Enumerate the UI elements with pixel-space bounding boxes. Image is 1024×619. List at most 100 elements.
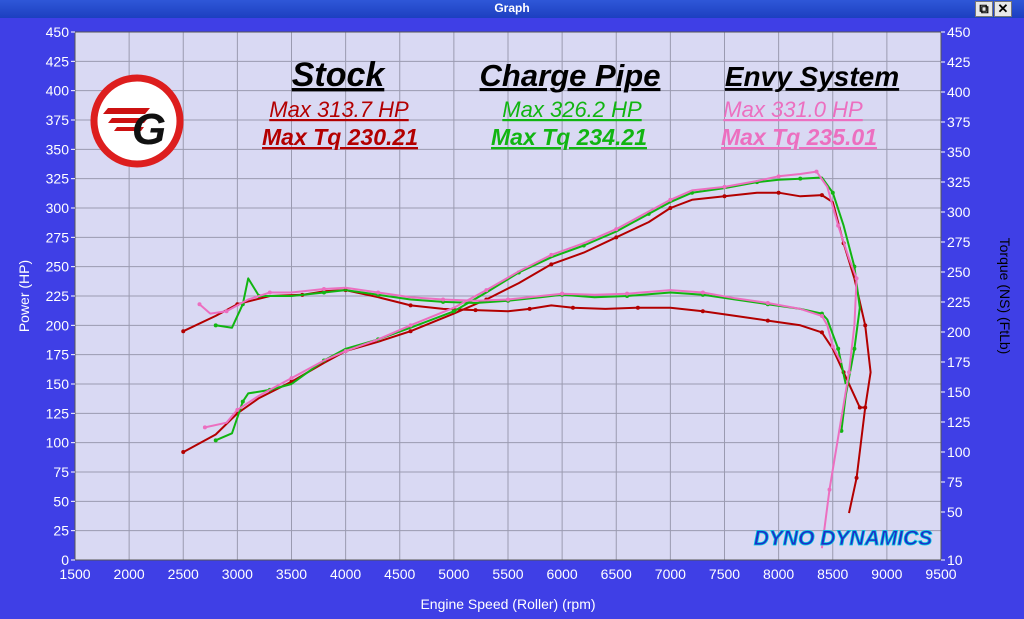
point-envy_power-2 bbox=[235, 407, 240, 412]
series-line-envy_power bbox=[204, 170, 858, 549]
point-charge_power-30 bbox=[839, 428, 844, 433]
point-envy_power-16 bbox=[668, 197, 673, 202]
y-left-tick-label-17: 425 bbox=[46, 53, 70, 69]
y-left-tick-label-10: 250 bbox=[46, 259, 70, 275]
point-envy_torque-2 bbox=[224, 309, 229, 314]
point-charge_power-28 bbox=[852, 346, 857, 351]
point-envy_power-10 bbox=[484, 288, 489, 293]
x-tick-label-6: 4500 bbox=[384, 566, 415, 582]
point-stock_torque-10 bbox=[473, 308, 478, 313]
y-right-tick-label-8: 225 bbox=[947, 294, 971, 310]
point-stock_power-14 bbox=[614, 235, 619, 240]
y-right-tick-label-13: 350 bbox=[947, 144, 971, 160]
point-stock_power-26 bbox=[863, 323, 868, 328]
point-envy_power-14 bbox=[614, 227, 619, 232]
point-stock_power-0 bbox=[181, 450, 186, 455]
point-stock_power-12 bbox=[549, 262, 554, 267]
x-tick-label-4: 3500 bbox=[276, 566, 307, 582]
point-stock_torque-0 bbox=[181, 329, 186, 334]
y-right-tick-label-4: 125 bbox=[947, 414, 971, 430]
x-tick-label-0: 1500 bbox=[59, 566, 90, 582]
x-axis-label: Engine Speed (Roller) (rpm) bbox=[420, 596, 595, 612]
point-envy_power-26 bbox=[854, 276, 859, 281]
point-envy_torque-4 bbox=[267, 290, 272, 295]
point-envy_torque-8 bbox=[376, 290, 381, 295]
y-right-tick-label-5: 150 bbox=[947, 384, 971, 400]
point-charge_torque-0 bbox=[213, 323, 218, 328]
point-stock_torque-12 bbox=[527, 306, 532, 311]
point-charge_power-24 bbox=[830, 190, 835, 195]
y-right-tick-labels: 10 50 75 100 125 150 175 200 225 250 275 300 325 350 3… bbox=[941, 24, 971, 568]
x-tick-label-9: 6000 bbox=[547, 566, 578, 582]
y-right-tick-label-14: 375 bbox=[947, 114, 971, 130]
y-left-tick-label-8: 200 bbox=[46, 317, 70, 333]
series-line-charge_power bbox=[215, 176, 861, 442]
x-tick-label-8: 5500 bbox=[492, 566, 523, 582]
point-envy_torque-18 bbox=[700, 290, 705, 295]
y-right-axis-label: Torque (NS) (FtLb) bbox=[997, 238, 1013, 355]
point-stock_torque-20 bbox=[765, 318, 770, 323]
point-envy_power-8 bbox=[408, 323, 413, 328]
point-envy_power-0 bbox=[202, 425, 207, 430]
point-envy_power-22 bbox=[814, 169, 819, 174]
close-button[interactable]: ✕ bbox=[994, 1, 1012, 17]
y-right-tick-label-17: 450 bbox=[947, 24, 971, 40]
y-right-tick-label-12: 325 bbox=[947, 174, 971, 190]
point-stock_torque-16 bbox=[635, 305, 640, 310]
point-envy_torque-24 bbox=[830, 344, 835, 349]
x-tick-label-3: 3000 bbox=[222, 566, 253, 582]
restore-button[interactable]: ⧉ bbox=[975, 1, 993, 17]
x-tick-label-7: 5000 bbox=[438, 566, 469, 582]
y-right-tick-label-10: 275 bbox=[947, 234, 971, 250]
point-envy_torque-6 bbox=[321, 286, 326, 291]
y-left-tick-label-1: 25 bbox=[53, 523, 69, 539]
x-tick-label-11: 7000 bbox=[655, 566, 686, 582]
y-left-tick-label-16: 400 bbox=[46, 83, 70, 99]
point-envy_torque-12 bbox=[506, 297, 510, 302]
g-logo: G bbox=[90, 74, 184, 168]
point-stock_torque-22 bbox=[819, 330, 824, 335]
point-envy_torque-22 bbox=[819, 313, 824, 318]
y-right-tick-label-3: 100 bbox=[947, 444, 971, 460]
x-tick-labels: 1500 2000 2500 3000 3500 4000 4500 5000 5500 6000… bbox=[59, 566, 956, 582]
annotation-stock: Stock Max 313.7 HP Max Tq 230.21 bbox=[262, 56, 418, 150]
x-tick-label-16: 9500 bbox=[925, 566, 956, 582]
point-stock_torque-8 bbox=[408, 303, 413, 308]
y-right-tick-label-9: 250 bbox=[947, 264, 971, 280]
y-left-tick-label-4: 100 bbox=[46, 435, 70, 451]
brand-logo: DYNO DYNAMICS bbox=[754, 527, 933, 550]
x-tick-label-15: 9000 bbox=[871, 566, 902, 582]
x-tick-label-10: 6500 bbox=[601, 566, 632, 582]
point-envy_torque-0 bbox=[197, 302, 202, 307]
y-left-tick-label-3: 75 bbox=[53, 464, 69, 480]
y-left-tick-label-12: 300 bbox=[46, 200, 70, 216]
y-left-tick-label-2: 50 bbox=[53, 493, 69, 509]
y-left-tick-labels: 0 25 50 75 100 125 150 175 200 225 250 275 300 325 350… bbox=[46, 24, 75, 568]
point-stock_torque-18 bbox=[700, 309, 705, 314]
x-tick-label-1: 2000 bbox=[114, 566, 145, 582]
y-right-tick-label-6: 175 bbox=[947, 354, 971, 370]
point-stock_torque-26 bbox=[857, 405, 862, 410]
point-stock_power-22 bbox=[819, 193, 824, 198]
y-left-tick-label-6: 150 bbox=[46, 376, 70, 392]
point-stock_power-8 bbox=[408, 329, 413, 334]
close-icon: ✕ bbox=[997, 1, 1009, 16]
point-stock_power-16 bbox=[668, 206, 673, 210]
annotation-envy-system: Envy System Max 331.0 HP Max Tq 235.01 bbox=[721, 61, 899, 150]
point-envy_power-24 bbox=[836, 223, 841, 228]
restore-icon: ⧉ bbox=[979, 1, 989, 16]
point-stock_power-30 bbox=[854, 475, 859, 480]
y-left-tick-label-0: 0 bbox=[61, 552, 69, 568]
point-envy_torque-10 bbox=[441, 297, 446, 302]
charge-max-hp: Max 326.2 HP bbox=[502, 97, 642, 122]
point-envy_power-12 bbox=[549, 252, 554, 257]
x-tick-label-12: 7500 bbox=[709, 566, 740, 582]
point-envy_torque-20 bbox=[765, 301, 770, 306]
point-envy_power-6 bbox=[343, 349, 348, 354]
envy-max-tq: Max Tq 235.01 bbox=[721, 124, 877, 150]
point-charge_torque-6 bbox=[321, 290, 326, 295]
y-left-tick-label-13: 325 bbox=[46, 171, 70, 187]
y-left-tick-label-14: 350 bbox=[46, 141, 70, 157]
charge-max-tq: Max Tq 234.21 bbox=[491, 124, 647, 150]
y-left-tick-label-5: 125 bbox=[46, 405, 70, 421]
